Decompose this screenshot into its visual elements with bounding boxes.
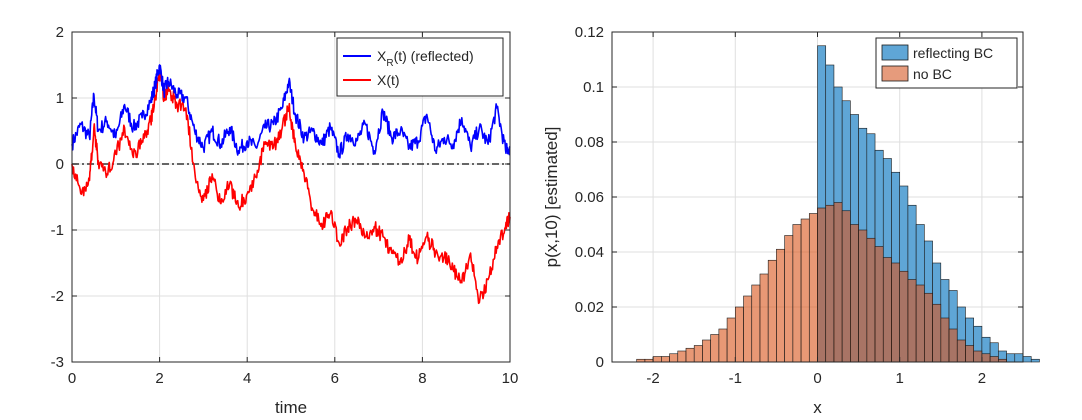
histogram-bar-no-bc (784, 235, 794, 363)
histogram-bar-no-bc (685, 347, 695, 363)
histogram-bar-no-bc (808, 213, 818, 363)
histogram-bar-no-bc (726, 317, 736, 363)
legend-swatch (881, 65, 909, 82)
y-tick-label: 2 (56, 24, 64, 41)
x-tick-label: 2 (978, 370, 986, 387)
histogram-bar-no-bc (800, 218, 810, 363)
histogram-bar-no-bc (866, 237, 876, 363)
legend-main-text: X(t) (377, 72, 400, 88)
legend-swatch (881, 44, 909, 61)
histogram-bar-no-bc (652, 356, 662, 363)
histogram-bar-reflecting (1006, 353, 1016, 363)
histogram-bar-no-bc (956, 339, 966, 363)
y-tick-label: 0 (56, 156, 64, 173)
x-tick-label: 0 (68, 370, 76, 387)
histogram-bar-no-bc (718, 328, 728, 363)
axes-box (71, 31, 511, 363)
y-tick-label: 0.1 (583, 79, 604, 96)
legend-box (336, 37, 504, 97)
histogram-bar-no-bc (948, 328, 958, 363)
histogram-bar-no-bc (989, 356, 999, 363)
histogram-bar-no-bc (751, 284, 761, 363)
histogram-bar-no-bc (858, 229, 868, 363)
x-tick-label: 6 (331, 370, 339, 387)
y-tick-label: 1 (56, 90, 64, 107)
x-tick-label: -2 (646, 370, 659, 387)
histogram-bar-no-bc (669, 353, 679, 363)
histogram-bar-no-bc (882, 257, 892, 363)
y-tick-label: 0.04 (575, 244, 604, 261)
histogram-bar-no-bc (981, 353, 991, 363)
series-line-x (71, 70, 511, 305)
histogram-bar-no-bc (841, 210, 851, 363)
histogram-bar-no-bc (776, 248, 785, 363)
histogram-bar-no-bc (792, 224, 802, 363)
histogram-bar-no-bc (743, 295, 753, 363)
histogram-bar-no-bc (825, 204, 835, 363)
histogram-bar-reflecting (1014, 353, 1024, 363)
histogram-bar-no-bc (767, 259, 777, 363)
histogram-bar-no-bc (710, 334, 720, 363)
histogram-bar-no-bc (973, 350, 983, 363)
histogram-bar-no-bc (874, 246, 884, 363)
legend-rest-text: (t) (reflected) (394, 48, 474, 64)
histogram-bar-no-bc (817, 207, 827, 363)
x-axis-label: time (275, 398, 307, 417)
y-tick-label: -1 (51, 222, 64, 239)
y-tick-label: -3 (51, 354, 64, 371)
legend-entry-label: X(t) (377, 72, 400, 88)
x-tick-label: 1 (896, 370, 904, 387)
y-tick-label: 0.06 (575, 189, 604, 206)
histogram-bar-no-bc (734, 306, 744, 363)
histogram-bar-no-bc (924, 292, 933, 363)
y-tick-label: 0.12 (575, 24, 604, 41)
histogram-bar-no-bc (661, 356, 670, 363)
x-tick-label: -1 (729, 370, 742, 387)
y-axis-label: p(x,10) [estimated] (542, 127, 561, 268)
legend-entry-label: no BC (913, 66, 952, 82)
x-tick-label: 0 (813, 370, 821, 387)
histogram-chart: -2 -1 0 1 2 0 0.02 0.04 0.06 0.08 0.1 0.12 x p(x,10) … (542, 24, 1040, 417)
histogram-bar-no-bc (702, 339, 711, 363)
histogram-bar-no-bc (899, 270, 909, 363)
y-tick-label: 0.08 (575, 134, 604, 151)
legend-main-text: X (377, 48, 387, 64)
histogram-bar-no-bc (932, 303, 942, 363)
histogram-bar-no-bc (833, 202, 843, 363)
y-tick-label: 0 (596, 354, 604, 371)
legend: reflecting BC no BC (875, 37, 1018, 89)
histogram-bar-no-bc (965, 345, 974, 363)
histogram-bar-no-bc (907, 279, 917, 363)
histogram-bar-no-bc (850, 224, 859, 363)
legend-entry-label: XR(t) (reflected) (377, 48, 474, 69)
y-tick-label: -2 (51, 288, 64, 305)
histogram-bar-no-bc (677, 350, 687, 363)
histogram-bar-no-bc (940, 317, 950, 363)
x-tick-label: 10 (502, 370, 519, 387)
histogram-bar-no-bc (693, 345, 703, 363)
histogram-bar-no-bc (891, 262, 900, 363)
legend: XR(t) (reflected) X(t) (336, 37, 504, 97)
histogram-bar-reflecting (1022, 356, 1032, 363)
y-tick-label: 0.02 (575, 299, 604, 316)
histogram-bar-no-bc (759, 273, 769, 363)
x-tick-label: 8 (418, 370, 426, 387)
legend-entry-label: reflecting BC (913, 45, 993, 61)
x-axis-label: x (813, 398, 822, 417)
x-tick-label: 4 (243, 370, 251, 387)
histogram-bar-no-bc (915, 284, 925, 363)
series-line-reflected (71, 64, 511, 159)
x-tick-label: 2 (155, 370, 163, 387)
legend-subscript: R (386, 58, 393, 69)
histogram-bar-reflecting (1030, 358, 1040, 363)
